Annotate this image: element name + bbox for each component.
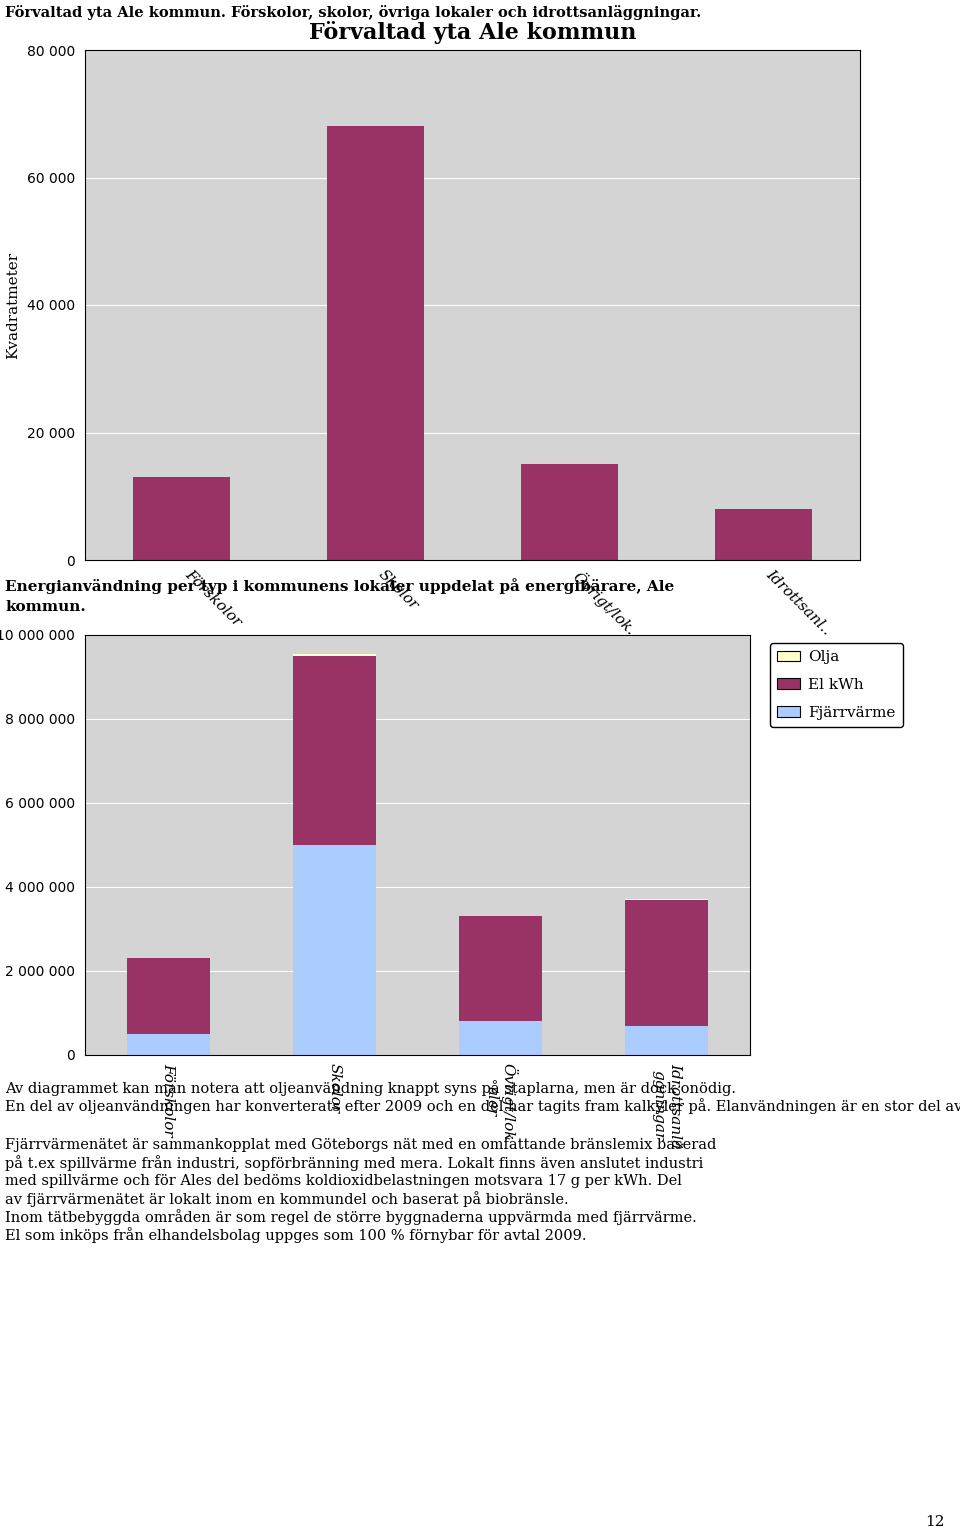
Text: Förvaltad yta Ale kommun. Förskolor, skolor, övriga lokaler och idrottsanläggnin: Förvaltad yta Ale kommun. Förskolor, sko…	[5, 5, 701, 20]
Text: av fjärrvärmenätet är lokalt inom en kommundel och baserat på biobränsle.: av fjärrvärmenätet är lokalt inom en kom…	[5, 1191, 568, 1208]
Bar	[293, 653, 376, 656]
Text: på t.ex spillvärme från industri, sopförbränning med mera. Lokalt finns även ans: på t.ex spillvärme från industri, sopför…	[5, 1156, 704, 1171]
Bar	[127, 959, 209, 1034]
Legend: Olja, El kWh, Fjärrvärme: Olja, El kWh, Fjärrvärme	[770, 642, 902, 727]
Bar	[293, 656, 376, 845]
Bar	[127, 1034, 209, 1054]
Text: Inom tätbebyggda områden är som regel de större byggnaderna uppvärmda med fjärrv: Inom tätbebyggda områden är som regel de…	[5, 1210, 697, 1225]
Bar	[133, 476, 230, 559]
Title: Förvaltad yta Ale kommun: Förvaltad yta Ale kommun	[309, 22, 636, 45]
Text: 12: 12	[925, 1515, 945, 1529]
Bar	[293, 845, 376, 1054]
Text: Fjärrvärmenätet är sammankopplat med Göteborgs nät med en omfattande bränslemix : Fjärrvärmenätet är sammankopplat med Göt…	[5, 1137, 716, 1151]
Y-axis label: Kvadratmeter: Kvadratmeter	[6, 252, 20, 358]
Bar	[625, 1025, 708, 1054]
Text: Energianvändning per typ i kommunens lokaler uppdelat på energibärare, Ale: Energianvändning per typ i kommunens lok…	[5, 578, 674, 593]
Bar	[327, 126, 424, 559]
Bar	[714, 509, 811, 559]
Bar	[459, 916, 542, 1022]
Text: kommun.: kommun.	[5, 599, 85, 613]
Text: Av diagrammet kan man notera att oljeanvändning knappt syns på staplarna, men är: Av diagrammet kan man notera att oljeanv…	[5, 1081, 736, 1096]
Text: med spillvärme och för Ales del bedöms koldioxidbelastningen motsvara 17 g per k: med spillvärme och för Ales del bedöms k…	[5, 1174, 682, 1188]
Bar	[521, 464, 618, 559]
Bar	[459, 1022, 542, 1054]
Text: En del av oljeanvändningen har konverterats efter 2009 och en del har tagits fra: En del av oljeanvändningen har konverter…	[5, 1097, 960, 1114]
Bar	[625, 899, 708, 1025]
Text: El som inköps från elhandelsbolag uppges som 100 % förnybar för avtal 2009.: El som inköps från elhandelsbolag uppges…	[5, 1228, 587, 1243]
